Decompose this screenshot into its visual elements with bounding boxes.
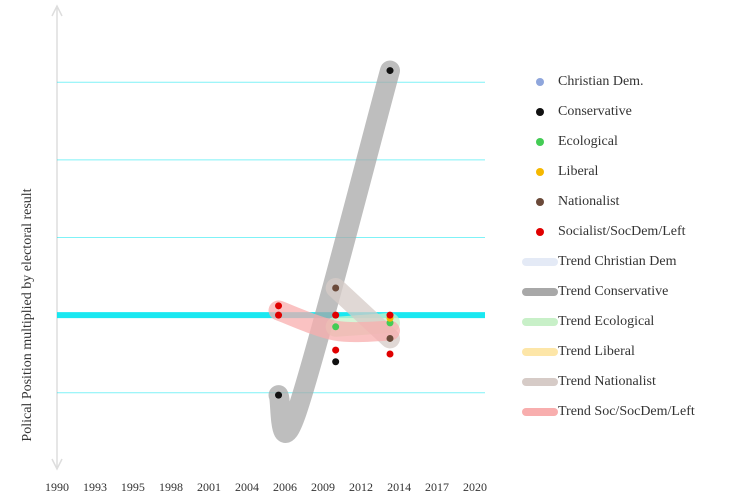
- x-tick-label: 1995: [121, 480, 145, 494]
- legend-label: Trend Conservative: [558, 284, 668, 299]
- legend-label: Trend Christian Dem: [558, 254, 677, 269]
- data-point: [332, 346, 340, 354]
- x-tick-label: 2014: [387, 480, 411, 494]
- data-point: [275, 391, 283, 399]
- trend-line: [268, 300, 401, 343]
- y-axis-label: Polical Position multiplied by electoral…: [20, 188, 35, 441]
- trend-line: [268, 60, 401, 443]
- x-tick-label: 2017: [425, 480, 449, 494]
- legend-label: Trend Liberal: [558, 344, 635, 359]
- data-point: [275, 302, 283, 310]
- x-tick-label: 1993: [83, 480, 107, 494]
- legend-label: Christian Dem.: [558, 74, 644, 89]
- data-point: [332, 311, 340, 319]
- axis-arrow: [51, 4, 63, 17]
- legend-marker: [536, 168, 544, 176]
- legend-marker: [536, 198, 544, 206]
- x-tick-label: 1998: [159, 480, 183, 494]
- data-point: [386, 67, 394, 75]
- x-tick-label: 1990: [45, 480, 69, 494]
- data-point: [332, 358, 340, 366]
- legend-label: Trend Soc/SocDem/Left: [558, 404, 695, 419]
- data-point: [386, 334, 394, 342]
- x-tick-label: 2006: [273, 480, 297, 494]
- legend-label: Ecological: [558, 134, 618, 149]
- legend-label: Nationalist: [558, 194, 620, 209]
- data-point: [386, 350, 394, 358]
- data-point: [386, 311, 394, 319]
- x-tick-label: 2009: [311, 480, 335, 494]
- x-tick-label: 2004: [235, 480, 259, 494]
- legend-label: Socialist/SocDem/Left: [558, 224, 686, 239]
- x-tick-label: 2020: [463, 480, 487, 494]
- legend-marker: [536, 78, 544, 86]
- x-tick-label: 2012: [349, 480, 373, 494]
- legend-marker: [536, 138, 544, 146]
- x-tick-label: 2001: [197, 480, 221, 494]
- legend-label: Trend Ecological: [558, 314, 654, 329]
- legend-label: Liberal: [558, 164, 599, 179]
- legend-label: Conservative: [558, 104, 632, 119]
- legend-label: Trend Nationalist: [558, 374, 656, 389]
- legend-marker: [536, 228, 544, 236]
- legend-marker: [536, 108, 544, 116]
- axis-arrow: [51, 458, 63, 471]
- data-point: [275, 311, 283, 319]
- data-point: [332, 284, 340, 292]
- data-point: [332, 323, 340, 331]
